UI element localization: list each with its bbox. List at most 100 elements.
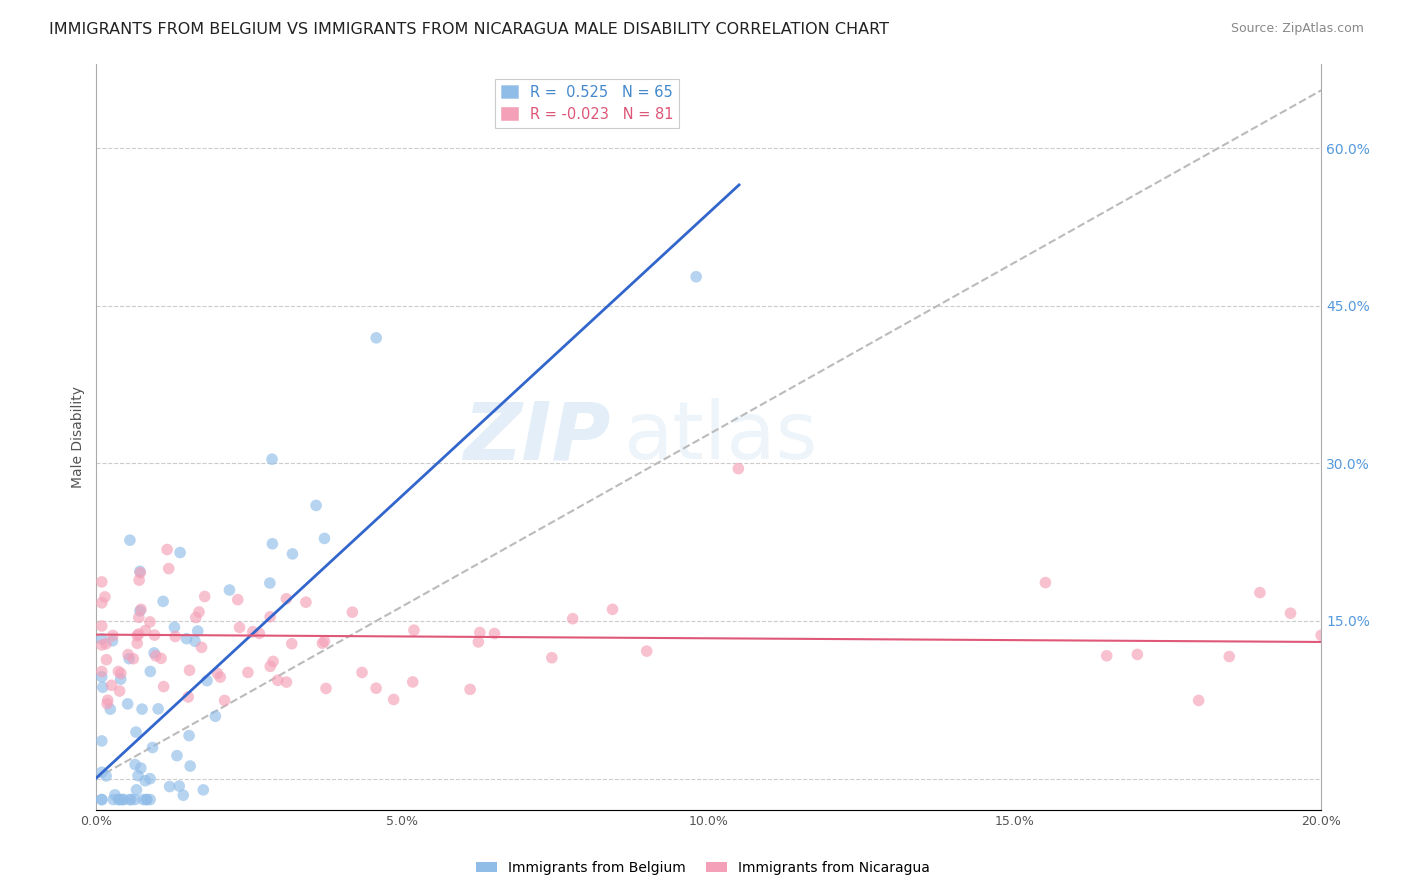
Point [382, 692, 405, 706]
Point [132, 792, 155, 806]
Point [152, 594, 174, 608]
Point [127, 636, 149, 650]
Point [94, 637, 117, 651]
Point [101, 628, 124, 642]
Point [259, 609, 281, 624]
Point [311, 636, 333, 650]
Point [179, 663, 201, 677]
Point [90, 665, 112, 679]
Point [90, 670, 112, 684]
Text: atlas: atlas [623, 398, 817, 476]
Point [107, 665, 129, 679]
Point [143, 628, 166, 642]
Point [129, 761, 152, 775]
Point [129, 604, 152, 618]
Point [118, 651, 141, 665]
Point [366, 681, 388, 696]
Text: IMMIGRANTS FROM BELGIUM VS IMMIGRANTS FROM NICARAGUA MALE DISABILITY CORRELATION: IMMIGRANTS FROM BELGIUM VS IMMIGRANTS FR… [49, 22, 889, 37]
Point [107, 792, 129, 806]
Point [117, 648, 139, 662]
Point [540, 650, 562, 665]
Point [247, 626, 270, 640]
Legend: Immigrants from Belgium, Immigrants from Nicaragua: Immigrants from Belgium, Immigrants from… [470, 855, 936, 880]
Point [91, 680, 114, 694]
Point [139, 772, 162, 786]
Point [152, 680, 174, 694]
Point [120, 792, 142, 806]
Point [157, 561, 180, 575]
Point [458, 682, 481, 697]
Text: Source: ZipAtlas.com: Source: ZipAtlas.com [1230, 22, 1364, 36]
Point [139, 792, 162, 806]
Point [602, 602, 624, 616]
Point [259, 659, 281, 673]
Point [184, 610, 207, 624]
Point [128, 610, 150, 624]
Point [90, 574, 112, 589]
Point [145, 648, 167, 663]
Point [100, 678, 122, 692]
Point [143, 646, 166, 660]
Point [90, 792, 112, 806]
Point [108, 684, 131, 698]
Point [242, 624, 264, 639]
Point [194, 590, 217, 604]
Point [98, 702, 121, 716]
Point [135, 792, 157, 806]
Text: ZIP: ZIP [463, 398, 610, 476]
Y-axis label: Male Disability: Male Disability [72, 386, 86, 488]
Point [281, 547, 304, 561]
Point [104, 788, 127, 802]
Point [110, 672, 132, 686]
Point [97, 693, 120, 707]
Point [262, 655, 284, 669]
Point [1035, 575, 1057, 590]
Point [125, 782, 148, 797]
Point [90, 765, 112, 780]
Point [236, 665, 259, 680]
Point [190, 640, 212, 655]
Point [685, 269, 707, 284]
Point [96, 769, 118, 783]
Point [90, 632, 112, 646]
Point [127, 629, 149, 643]
Point [125, 725, 148, 739]
Point [204, 709, 226, 723]
Point [150, 651, 173, 665]
Point [561, 612, 583, 626]
Point [315, 681, 337, 696]
Point [129, 566, 152, 580]
Point [131, 702, 153, 716]
Point [305, 499, 328, 513]
Point [108, 792, 131, 806]
Point [90, 792, 112, 806]
Point [1188, 693, 1211, 707]
Point [135, 792, 157, 806]
Point [101, 633, 124, 648]
Point [188, 605, 211, 619]
Point [122, 651, 145, 665]
Point [172, 789, 194, 803]
Point [179, 759, 201, 773]
Point [128, 627, 150, 641]
Point [1279, 606, 1302, 620]
Point [184, 634, 207, 648]
Point [314, 532, 336, 546]
Point [1310, 628, 1333, 642]
Point [127, 769, 149, 783]
Point [118, 533, 141, 548]
Point [207, 666, 229, 681]
Point [146, 702, 169, 716]
Point [484, 626, 506, 640]
Point [1126, 648, 1149, 662]
Point [94, 590, 117, 604]
Point [134, 624, 156, 638]
Point [103, 792, 125, 806]
Point [260, 452, 283, 467]
Point [177, 729, 200, 743]
Point [467, 635, 489, 649]
Point [193, 783, 215, 797]
Point [228, 620, 250, 634]
Point [218, 582, 240, 597]
Point [727, 461, 749, 475]
